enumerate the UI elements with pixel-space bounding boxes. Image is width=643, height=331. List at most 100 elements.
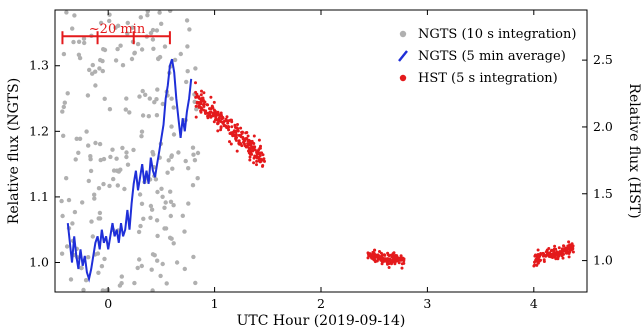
- hst-point: [380, 262, 384, 266]
- ngts-raw-point: [83, 278, 89, 283]
- ngts-raw-point: [70, 26, 75, 31]
- ngts-raw-point: [139, 47, 145, 52]
- ngts-raw-point: [125, 162, 131, 167]
- ngts-raw-point: [116, 169, 122, 174]
- ngts-raw-point: [150, 252, 156, 257]
- hst-point: [383, 259, 386, 263]
- hst-point: [570, 242, 574, 246]
- hst-point: [536, 253, 540, 257]
- hst-point: [196, 95, 200, 99]
- hst-point: [208, 113, 212, 116]
- hst-point: [554, 253, 558, 257]
- ngts-raw-point: [77, 55, 83, 61]
- ngts-raw-point: [169, 96, 174, 101]
- ngts-raw-point: [154, 28, 160, 33]
- ngts-raw-point: [171, 241, 176, 246]
- hst-point: [536, 256, 540, 260]
- ngts-raw-point: [124, 154, 129, 160]
- hst-point: [380, 258, 384, 261]
- ngts-raw-point: [162, 205, 167, 210]
- annotation-label: ~20 min: [89, 22, 146, 37]
- ngts-raw-point: [87, 67, 92, 73]
- hst-point: [552, 247, 556, 251]
- hst-point: [208, 110, 212, 114]
- hst-point: [556, 257, 560, 261]
- hst-point: [552, 251, 556, 255]
- hst-point: [232, 129, 236, 133]
- ngts-raw-point: [89, 219, 94, 224]
- hst-point: [261, 164, 264, 168]
- hst-point: [215, 118, 219, 122]
- hst-point: [226, 121, 230, 125]
- ngts-raw-point: [127, 110, 132, 115]
- ngts-raw-point: [154, 97, 159, 102]
- hst-point: [237, 139, 241, 143]
- ngts-raw-point: [111, 168, 117, 173]
- ngts-raw-point: [192, 158, 198, 163]
- hst-point: [391, 255, 395, 259]
- ngts-raw-point: [160, 101, 165, 107]
- ngts-raw-point: [153, 177, 159, 182]
- ngts-raw-point: [113, 25, 118, 30]
- ngts-raw-point: [135, 265, 140, 271]
- hst-point: [539, 252, 543, 255]
- ngts-raw-point: [137, 192, 143, 197]
- ngts-raw-point: [81, 287, 86, 292]
- ngts-raw-point: [169, 124, 174, 129]
- ngts-raw-point: [85, 93, 91, 98]
- hst-point: [212, 120, 216, 124]
- hst-point: [371, 250, 375, 254]
- ngts-raw-point: [72, 209, 78, 215]
- ngts-raw-point: [140, 113, 146, 118]
- ngts-raw-point: [160, 194, 165, 199]
- ngts-raw-point: [146, 114, 151, 119]
- ngts-raw-point: [191, 254, 196, 260]
- ngts-raw-point: [163, 226, 169, 231]
- hst-point: [561, 256, 565, 260]
- plot-clip-group: [59, 10, 575, 292]
- ngts-raw-point: [154, 218, 160, 223]
- ngts-raw-point: [180, 213, 185, 218]
- ngts-raw-point: [96, 216, 101, 221]
- ngts-raw-point: [64, 244, 70, 249]
- ngts-raw-point: [170, 166, 175, 171]
- ngts-raw-point: [159, 21, 164, 26]
- ngts-raw-point: [155, 87, 160, 92]
- ngts-raw-point: [149, 207, 155, 212]
- hst-point: [249, 149, 253, 153]
- hst-point: [253, 148, 257, 152]
- ngts-raw-point: [139, 129, 145, 134]
- ngts-raw-point: [186, 166, 191, 171]
- hst-point: [202, 105, 206, 108]
- hst-point: [235, 149, 239, 153]
- ngts-raw-point: [149, 267, 154, 272]
- hst-point: [566, 250, 569, 254]
- y-right-tick-label: 1.5: [593, 186, 613, 201]
- ngts-raw-point: [139, 134, 144, 139]
- hst-point: [200, 89, 203, 93]
- hst-point: [258, 146, 262, 150]
- hst-point: [246, 134, 250, 138]
- ngts-raw-point: [171, 203, 176, 208]
- ngts-raw-point: [61, 51, 67, 57]
- ngts-raw-point: [145, 13, 150, 18]
- hst-point: [246, 139, 250, 143]
- ngts-raw-point: [100, 68, 106, 74]
- ngts-raw-point: [63, 176, 69, 181]
- ngts-raw-point: [90, 62, 96, 68]
- hst-point: [230, 125, 234, 129]
- ngts-raw-point: [102, 47, 108, 53]
- ngts-raw-point: [102, 256, 107, 262]
- hst-point: [247, 149, 250, 153]
- ngts-raw-point: [92, 196, 97, 201]
- hst-point: [368, 252, 372, 256]
- hst-point: [194, 104, 198, 108]
- ngts-raw-point: [184, 18, 190, 23]
- hst-point: [219, 126, 223, 130]
- ngts-raw-point: [73, 157, 78, 162]
- legend-marker-hst: [399, 74, 407, 82]
- hst-point: [377, 254, 381, 258]
- hst-point: [257, 138, 261, 142]
- hst-point: [194, 95, 198, 99]
